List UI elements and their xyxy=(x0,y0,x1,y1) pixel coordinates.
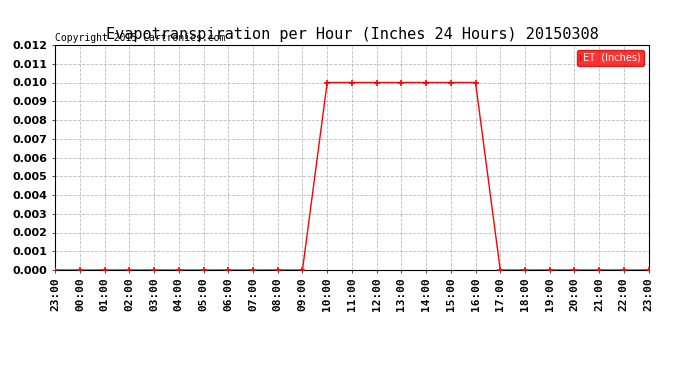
Text: Copyright 2015 Cartronics.com: Copyright 2015 Cartronics.com xyxy=(55,33,226,43)
Legend: ET  (Inches): ET (Inches) xyxy=(578,50,644,66)
Title: Evapotranspiration per Hour (Inches 24 Hours) 20150308: Evapotranspiration per Hour (Inches 24 H… xyxy=(106,27,598,42)
